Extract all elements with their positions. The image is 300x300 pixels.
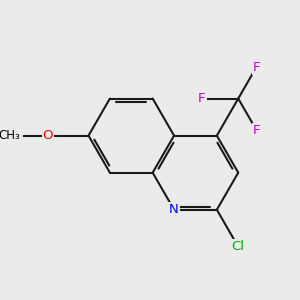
- Text: F: F: [253, 124, 260, 136]
- Text: CH₃: CH₃: [0, 129, 20, 142]
- Text: F: F: [198, 92, 206, 105]
- Text: F: F: [253, 61, 260, 74]
- Text: Cl: Cl: [232, 240, 245, 253]
- Text: O: O: [43, 129, 53, 142]
- Text: N: N: [169, 203, 179, 216]
